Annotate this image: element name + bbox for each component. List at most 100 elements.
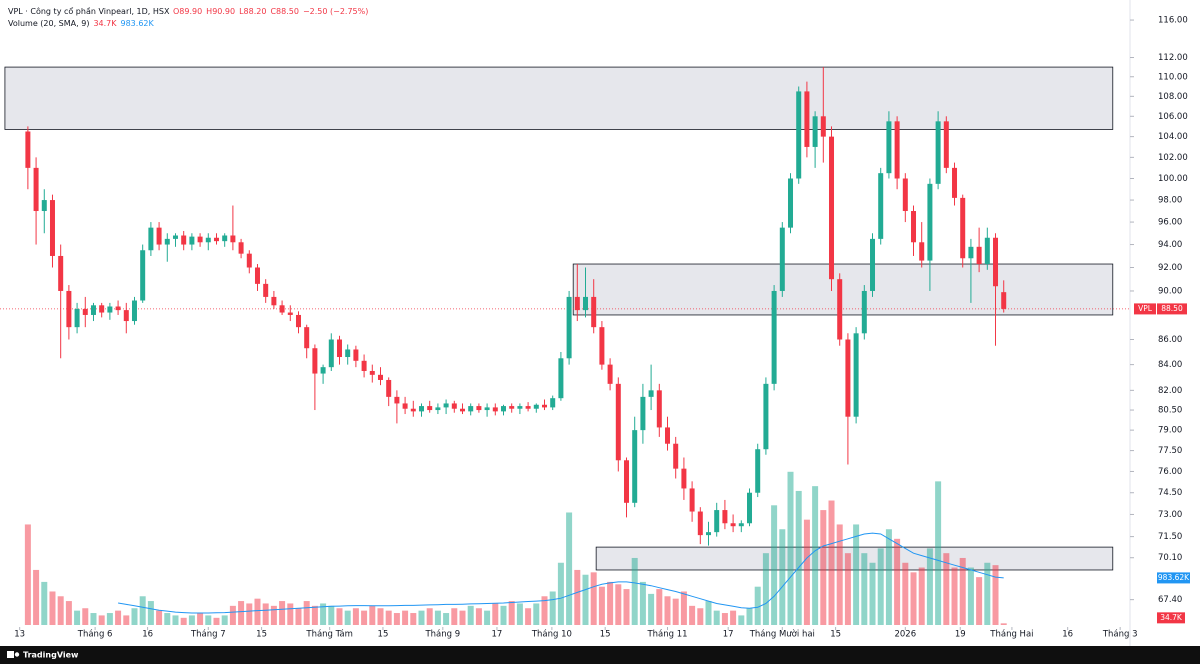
candle-body xyxy=(320,367,326,374)
candle-body xyxy=(525,406,531,409)
volume-bar xyxy=(82,608,89,625)
volume-bar xyxy=(967,567,974,625)
candle-body xyxy=(976,246,982,265)
volume-bar xyxy=(33,569,40,625)
candle-body xyxy=(853,333,859,417)
candle-body xyxy=(943,121,949,168)
candle-body xyxy=(574,296,580,311)
candle-body xyxy=(74,308,80,328)
candle-body xyxy=(148,227,154,251)
volume-bar xyxy=(844,553,851,625)
candle-body xyxy=(90,305,96,315)
volume-header: Volume (20, SMA, 9) 34.7K 983.62K xyxy=(8,19,154,28)
candle-body xyxy=(993,237,999,287)
volume-bar xyxy=(57,596,64,625)
candle-body xyxy=(271,296,277,306)
volume-bar xyxy=(730,610,737,625)
last-price-label: 88.50 xyxy=(1161,304,1183,313)
volume-bar xyxy=(746,608,753,625)
footer-logo xyxy=(7,651,20,658)
candle-body xyxy=(648,390,654,397)
ohlc-value: H90.90 xyxy=(206,7,235,16)
candle-body xyxy=(812,116,818,147)
symbol: VPL · Công ty cổ phần Vinpearl, 1D, HSX xyxy=(8,6,170,16)
x-tick-label: 17 xyxy=(492,630,503,640)
candle-body xyxy=(279,305,285,313)
candle-body xyxy=(722,510,728,524)
volume-bar xyxy=(205,615,212,625)
volume-bar xyxy=(516,603,523,625)
candle-body xyxy=(468,406,474,412)
volume-bar xyxy=(762,553,769,625)
volume-bar xyxy=(98,615,105,625)
candle-body xyxy=(476,406,482,411)
candle-body xyxy=(254,267,260,284)
candle-body xyxy=(697,511,703,536)
volume-bar xyxy=(992,565,999,625)
volume-bar xyxy=(615,584,622,625)
volume-bar xyxy=(853,524,860,625)
candle-body xyxy=(41,200,47,212)
volume-bar xyxy=(508,601,515,625)
volume-bar xyxy=(910,572,917,625)
volume-bar xyxy=(836,524,843,625)
candle-body xyxy=(369,370,375,375)
candle-body xyxy=(599,327,605,365)
candle-body xyxy=(435,407,441,411)
volume-bar xyxy=(246,603,253,625)
volume-bar xyxy=(311,605,318,625)
volume-bar xyxy=(41,581,48,625)
candle-body xyxy=(968,246,974,259)
candle-body xyxy=(566,296,572,359)
candle-body xyxy=(870,238,876,291)
candle-body xyxy=(788,178,794,228)
volume-bar xyxy=(894,538,901,625)
volume-bar xyxy=(787,471,794,625)
volume-bar xyxy=(697,608,704,625)
x-tick-label: 15 xyxy=(256,630,267,640)
volume-bar xyxy=(984,562,991,625)
x-tick-label: 2026 xyxy=(894,630,916,640)
candle-body xyxy=(140,250,146,301)
candle-body xyxy=(500,406,506,412)
candle-body xyxy=(459,408,465,412)
candle-body xyxy=(295,314,301,328)
x-tick-label: Tháng Hai xyxy=(989,630,1033,640)
volume-bar xyxy=(533,603,540,625)
x-tick-label: Tháng 6 xyxy=(77,630,113,640)
volume-bar xyxy=(541,596,548,625)
volume-legend: Volume (20, SMA, 9) xyxy=(8,19,89,28)
volume-bar xyxy=(951,567,958,625)
volume-bar xyxy=(754,586,761,625)
candle-body xyxy=(230,235,236,243)
volume-last: 34.7K xyxy=(93,19,117,28)
candle-body xyxy=(181,235,187,245)
volume-bar xyxy=(779,529,786,625)
y-tick-label: 96.00 xyxy=(1158,218,1182,228)
candle-body xyxy=(99,305,105,313)
x-tick-label: 13 xyxy=(14,630,25,640)
y-tick-label: 104.00 xyxy=(1158,132,1188,142)
volume-bar xyxy=(467,605,474,625)
candle-body xyxy=(66,290,72,328)
x-tick-label: 15 xyxy=(600,630,611,640)
y-tick-label: 82.00 xyxy=(1158,386,1182,396)
sma-tag-label: 983.62K xyxy=(1158,573,1190,582)
candle-body xyxy=(410,408,416,412)
candle-body xyxy=(82,308,88,315)
volume-bar xyxy=(221,615,228,625)
volume-bar xyxy=(459,610,466,625)
y-tick-label: 84.00 xyxy=(1158,360,1182,370)
y-tick-label: 98.00 xyxy=(1158,196,1182,206)
candle-body xyxy=(583,296,589,311)
y-tick-label: 86.00 xyxy=(1158,335,1182,345)
candle-body xyxy=(205,237,211,243)
candle-body xyxy=(894,121,900,179)
candle-body xyxy=(33,167,39,212)
candle-body xyxy=(861,290,867,334)
volume-bar xyxy=(672,598,679,625)
volume-bar xyxy=(254,598,261,625)
volume-bar xyxy=(229,605,236,625)
volume-bar xyxy=(557,562,564,625)
